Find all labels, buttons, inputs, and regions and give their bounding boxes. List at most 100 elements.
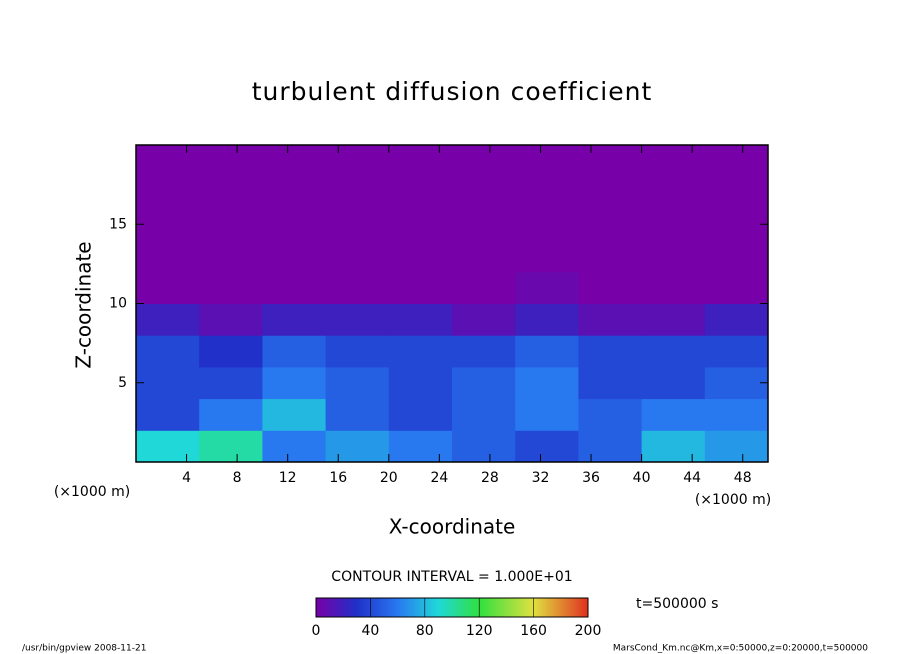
footer: /usr/bin/gpview 2008-11-21 [22,644,146,654]
footer: MarsCond_Km.nc@Km,x=0:50000,z=0:20000,t=… [613,644,868,654]
heat-cell [199,335,263,368]
x-tick-label: 48 [734,470,752,486]
heat-cell [262,240,327,273]
heat-cell [136,335,200,368]
heat-cell [641,145,706,178]
x-tick-label: 28 [481,470,499,486]
y-tick-label: 15 [109,216,127,232]
heat-cell [262,303,327,336]
heat-cell [262,335,327,368]
colorbar-tick-label: 120 [466,623,493,639]
heat-cell [262,145,327,178]
heat-cell [388,208,453,241]
colorbar-tick-label: 200 [575,623,602,639]
x-tick-label: 8 [233,470,242,486]
heat-cell [199,240,263,273]
heat-cell [325,335,390,368]
heat-cell [641,208,706,241]
x-axis-title: X-coordinate [389,515,516,539]
time-label: t=500000 s [636,596,718,612]
heat-cell [704,430,769,463]
heat-cell [388,145,453,178]
heat-cell [452,366,516,400]
heat-cell [199,398,263,431]
heat-cell [136,208,200,241]
heat-cell [452,303,516,336]
heat-cell [578,398,643,431]
heat-cell [515,430,579,463]
x-tick-label: 16 [329,470,347,486]
colorbar-tick-label: 80 [416,623,434,639]
heat-cell [199,145,263,178]
heat-cell [452,145,516,178]
heat-cell [704,176,769,209]
heat-cell [388,240,453,273]
x-tick-label: 40 [633,470,651,486]
heat-cell [325,366,390,400]
y-axis-title: Z-coordinate [72,241,96,368]
heat-cell [262,176,327,209]
heat-cell [199,176,263,209]
x-unit: (×1000 m) [54,484,130,500]
heat-cell [641,430,706,463]
colorbar-tick-label: 160 [520,623,547,639]
heat-cell [388,335,453,368]
heat-cell [704,398,769,431]
heat-cell [452,430,516,463]
heat-cell [704,208,769,241]
x-tick-label: 44 [683,470,701,486]
heat-cell [262,398,327,431]
heat-cell [325,430,390,463]
heat-cell [199,366,263,400]
heat-cell [704,145,769,178]
heat-cell [136,430,200,463]
heat-cell [515,398,579,431]
heat-cell [515,335,579,368]
heat-cell [704,271,769,304]
heat-cell [515,303,579,336]
heat-cell [641,366,706,400]
heat-cell [325,208,390,241]
x-tick-label: 4 [182,470,191,486]
heat-cell [388,176,453,209]
heat-cell [641,271,706,304]
heat-cell [452,176,516,209]
x-tick-label: 12 [279,470,297,486]
heat-cell [704,335,769,368]
heat-cell [515,176,579,209]
heat-cell [641,176,706,209]
colorbar-tick-label: 40 [361,623,379,639]
heat-cell [136,145,200,178]
heat-cell [578,176,643,209]
x-tick-label: 20 [380,470,398,486]
heat-cell [515,208,579,241]
heat-cell [641,240,706,273]
heat-cell [136,271,200,304]
heat-cell [262,271,327,304]
heat-cell [136,303,200,336]
colorbar [315,597,589,618]
heat-cell [704,303,769,336]
heat-cell [578,240,643,273]
heat-cell [515,271,579,304]
heat-cell [199,430,263,463]
heat-cell [325,271,390,304]
heat-cell [199,303,263,336]
heat-cell [704,366,769,400]
heat-cell [515,145,579,178]
heat-cell [452,271,516,304]
heat-cell [136,176,200,209]
x-unit: (×1000 m) [695,492,771,508]
heat-cell [325,240,390,273]
heat-cell [515,366,579,400]
heat-cell [388,366,453,400]
heat-cell [578,303,643,336]
heat-cell [578,335,643,368]
heat-cell [388,398,453,431]
heat-cell [136,366,200,400]
heat-cell [325,398,390,431]
heat-cell [452,398,516,431]
heat-cell [136,398,200,431]
heat-cell [136,240,200,273]
